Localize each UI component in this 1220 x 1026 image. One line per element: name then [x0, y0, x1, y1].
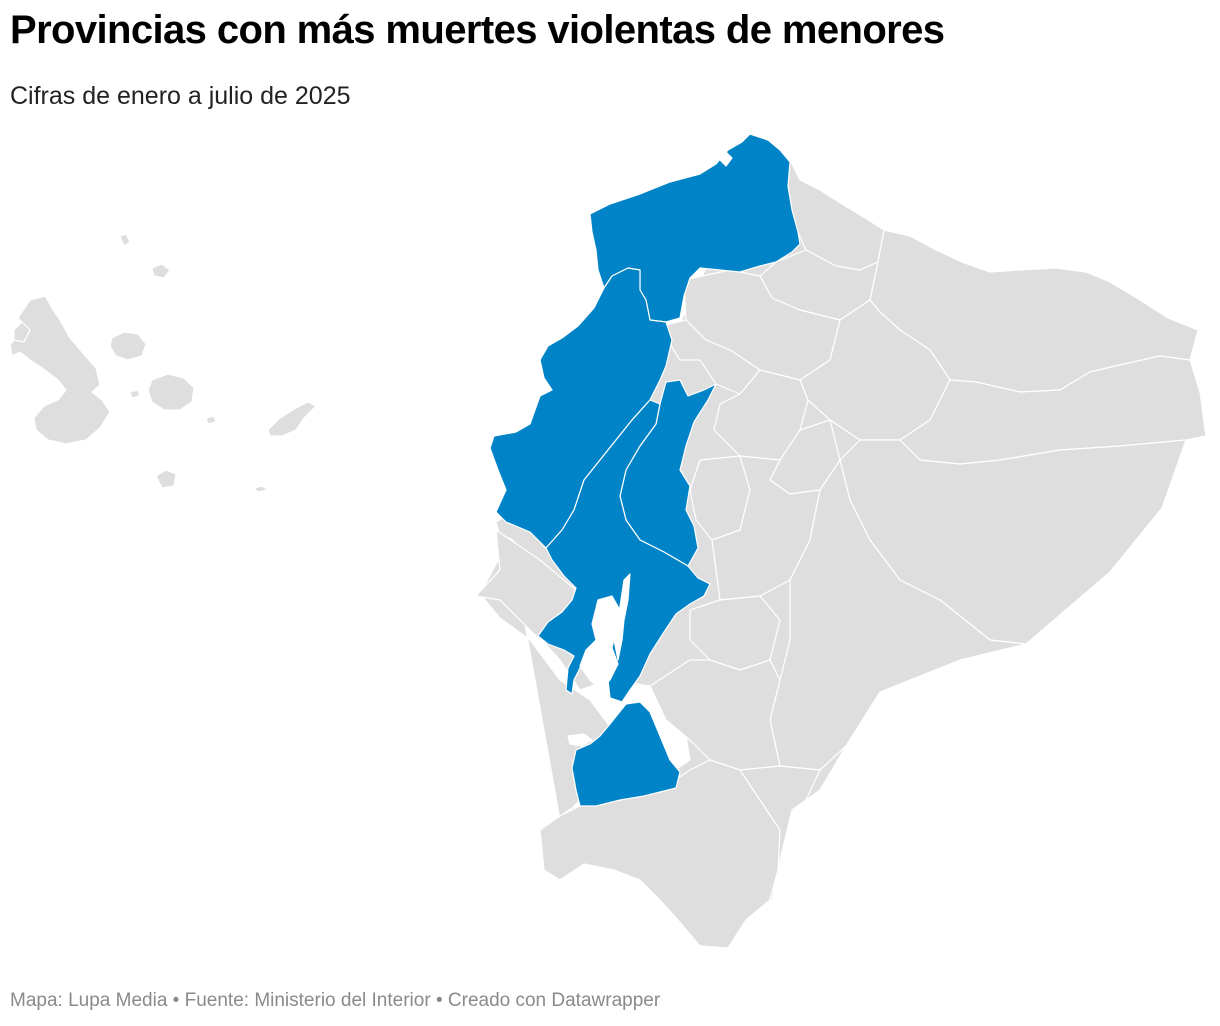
island-san-cristobal[interactable] — [267, 401, 317, 437]
footer-separator: • — [172, 990, 180, 1011]
island-santa-cruz[interactable] — [147, 373, 195, 411]
esmeraldas-bay — [717, 151, 733, 167]
province-morona-santiago[interactable] — [769, 459, 1027, 771]
footer-created-with[interactable]: Creado con Datawrapper — [447, 990, 661, 1011]
island-santa-fe[interactable] — [205, 415, 217, 425]
highlighted-provinces — [489, 133, 801, 807]
footer-separator: • — [435, 990, 443, 1011]
island-isabela[interactable] — [9, 295, 111, 445]
island-pinzon[interactable] — [129, 389, 141, 399]
map-footer: Mapa: Lupa Media • Fuente: Ministerio de… — [10, 990, 660, 1012]
mainland-base — [475, 139, 1207, 949]
island-marchena[interactable] — [151, 263, 171, 279]
island-pinta[interactable] — [119, 233, 131, 247]
island-santiago[interactable] — [109, 331, 147, 361]
island-espanola[interactable] — [253, 485, 269, 493]
galapagos-islands — [9, 233, 317, 493]
map-subtitle: Cifras de enero a julio de 2025 — [10, 82, 351, 110]
footer-map-credit: Mapa: Lupa Media — [10, 990, 168, 1011]
province-santa-elena[interactable] — [475, 529, 577, 641]
province-el-oro[interactable] — [571, 701, 681, 807]
province-zamora-chinchipe[interactable] — [739, 765, 821, 901]
map-title: Provincias con más muertes violentas de … — [10, 8, 945, 52]
el-oro-inlet — [567, 733, 593, 747]
province-azuay[interactable] — [649, 659, 781, 771]
province-loja[interactable] — [539, 759, 781, 949]
footer-source: Fuente: Ministerio del Interior — [184, 990, 431, 1011]
island-floreana[interactable] — [155, 469, 177, 489]
puna-channel — [613, 573, 631, 661]
island-fernandina[interactable] — [13, 321, 31, 343]
province-guayas[interactable] — [537, 399, 711, 703]
